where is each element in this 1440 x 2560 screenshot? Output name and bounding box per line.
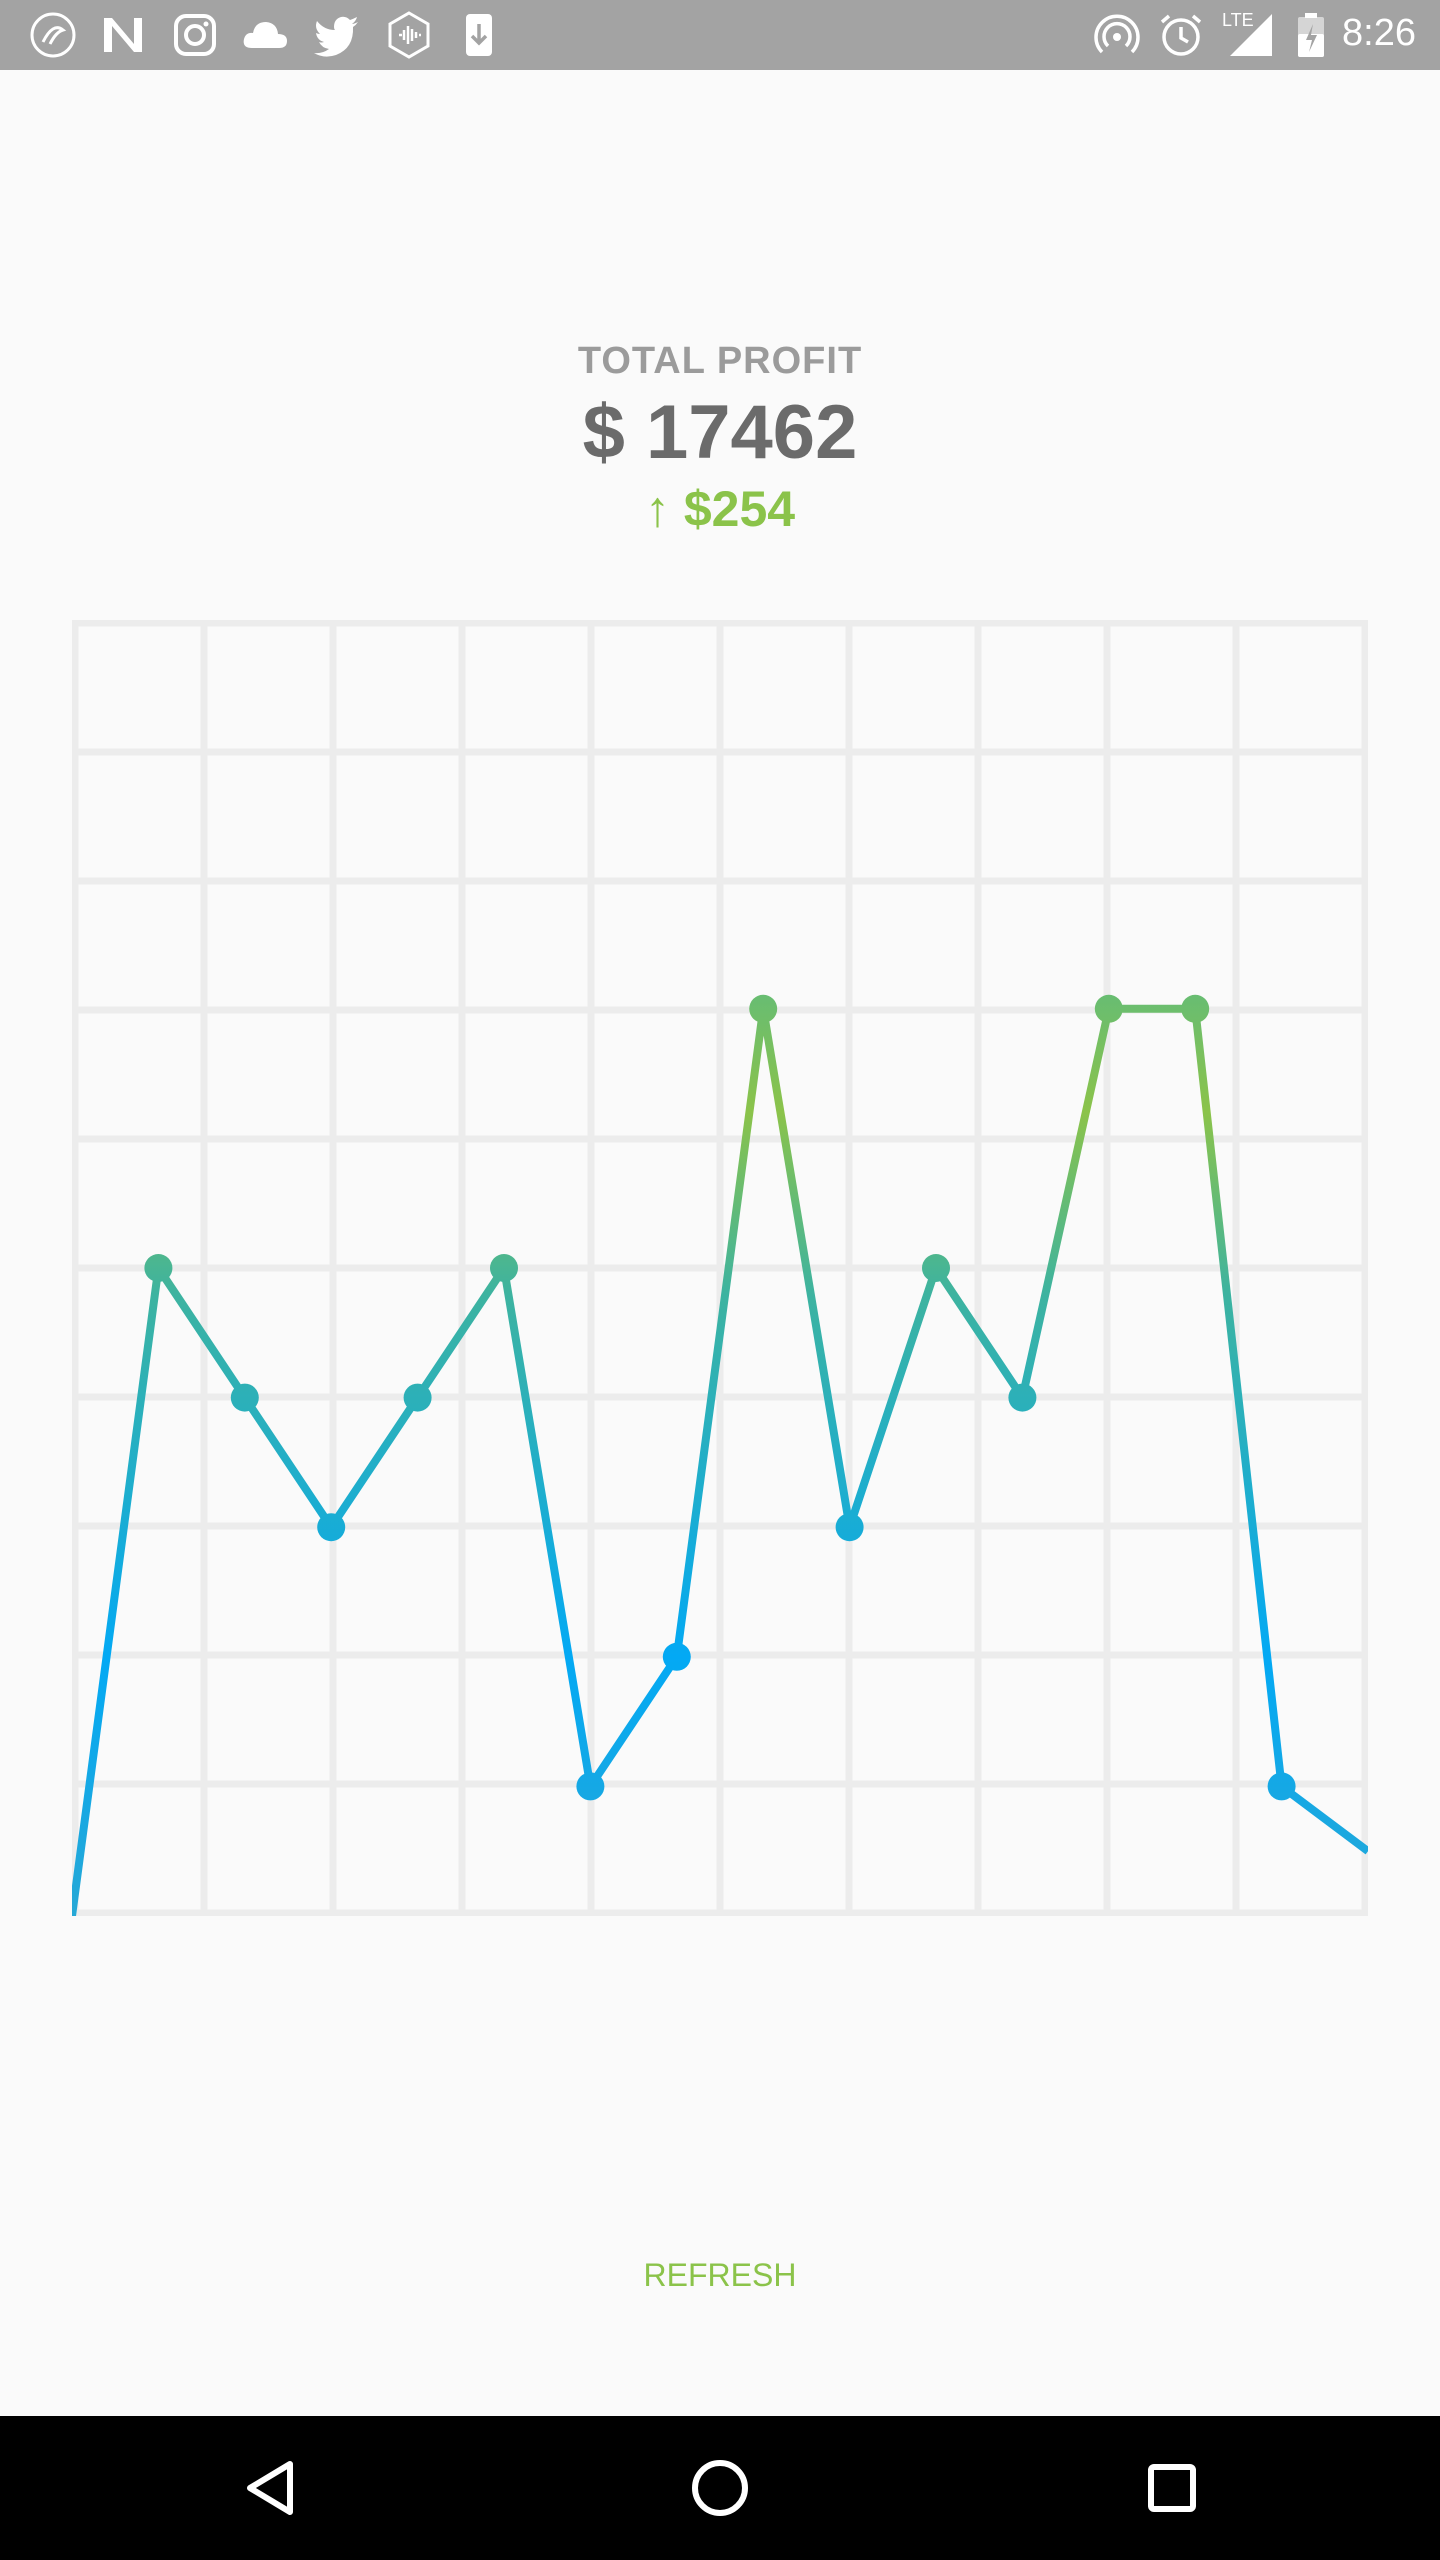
back-icon: [247, 2461, 293, 2515]
refresh-button[interactable]: REFRESH: [620, 2240, 820, 2310]
data-point[interactable]: [1267, 1772, 1296, 1801]
data-point[interactable]: [144, 1254, 173, 1282]
profit-series-line: [72, 1004, 1368, 1916]
data-point[interactable]: [662, 1642, 691, 1671]
download-icon: [454, 10, 504, 60]
n-app-icon: [98, 10, 148, 60]
data-point[interactable]: [490, 1254, 518, 1282]
chart-points: [144, 994, 1296, 1801]
hotspot-icon: [1092, 10, 1142, 60]
data-point[interactable]: [749, 994, 778, 1023]
back-button[interactable]: [220, 2438, 320, 2538]
app-notification-icon: [28, 10, 78, 60]
status-bar: LTE 8:26: [0, 0, 1440, 70]
hexagon-app-icon: [384, 10, 434, 60]
data-point[interactable]: [403, 1383, 432, 1412]
battery-icon: [1286, 10, 1336, 60]
total-profit-amount: $ 17462: [582, 390, 858, 475]
recents-icon: [1148, 2464, 1196, 2512]
home-icon: [692, 2460, 748, 2516]
twitter-icon: [312, 10, 362, 60]
data-point[interactable]: [317, 1513, 346, 1542]
navigation-bar: [0, 2416, 1440, 2560]
network-type-label: LTE: [1222, 10, 1254, 30]
home-button[interactable]: [670, 2438, 770, 2538]
data-point[interactable]: [1181, 994, 1210, 1023]
profit-change: ↑ $254: [644, 481, 796, 537]
data-point[interactable]: [835, 1513, 864, 1542]
data-point[interactable]: [230, 1383, 259, 1412]
data-point[interactable]: [1094, 994, 1123, 1023]
chart-canvas: [72, 620, 1368, 1916]
data-point[interactable]: [1008, 1383, 1037, 1412]
instagram-icon: [170, 10, 220, 60]
recents-button[interactable]: [1122, 2438, 1222, 2538]
signal-icon: [1226, 10, 1276, 60]
data-point[interactable]: [576, 1772, 605, 1801]
chart-series: [72, 1004, 1368, 1916]
profit-line-chart: [72, 620, 1368, 1916]
total-profit-label: TOTAL PROFIT: [577, 340, 863, 382]
status-time: 8:26: [1342, 12, 1416, 54]
alarm-icon: [1156, 10, 1206, 60]
data-point[interactable]: [922, 1254, 950, 1282]
chart-grid: [72, 620, 1368, 1916]
profit-summary: TOTAL PROFIT $ 17462 ↑ $254: [0, 340, 1440, 538]
cloud-icon: [240, 10, 290, 60]
